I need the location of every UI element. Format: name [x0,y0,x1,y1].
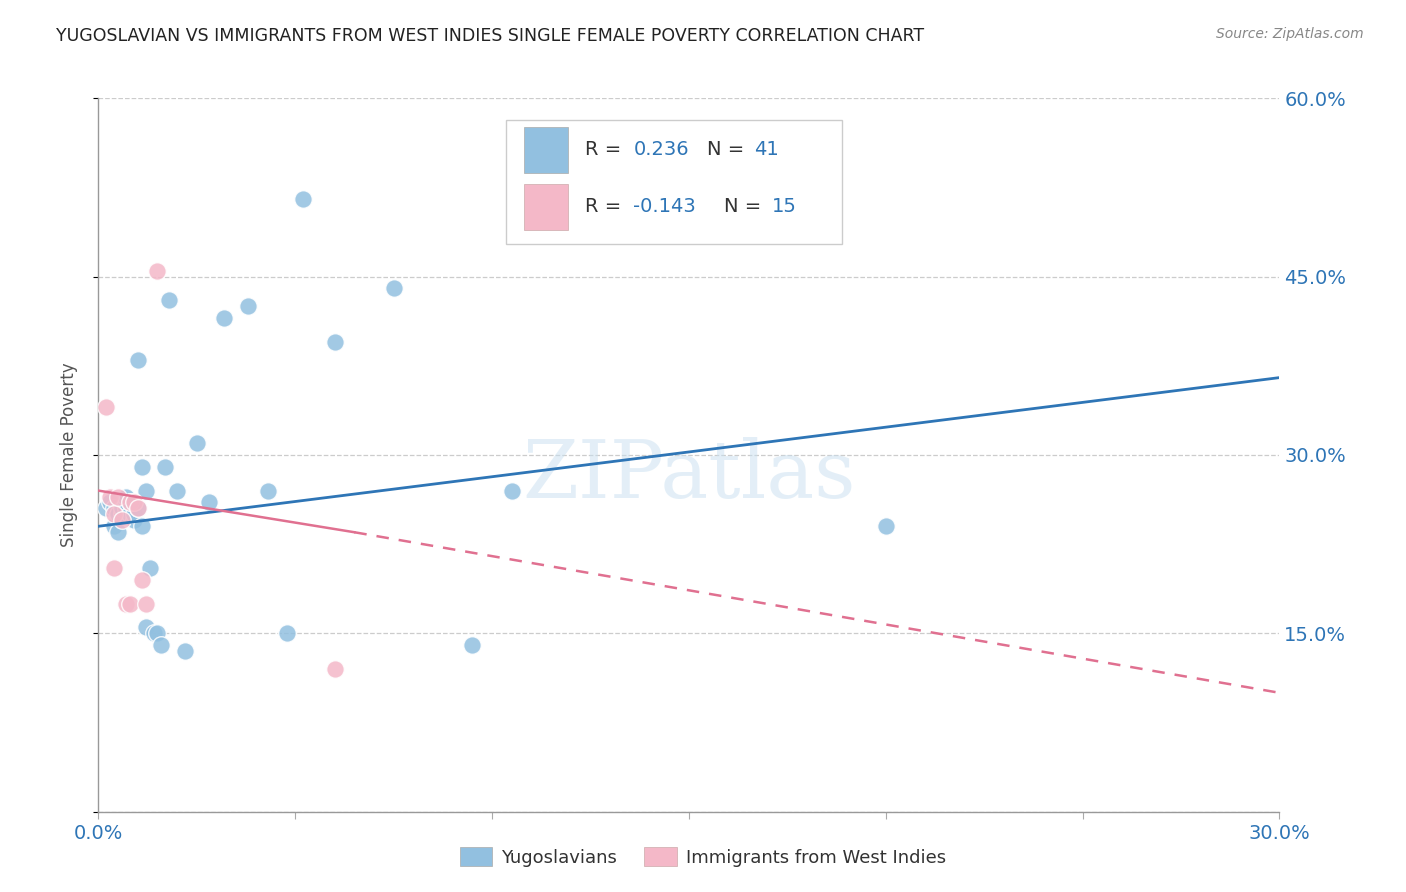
Point [103,501,125,516]
Point [127,501,149,516]
Point [131,573,153,587]
FancyBboxPatch shape [523,127,568,173]
Point [276,626,298,640]
Point [236,299,259,313]
Y-axis label: Single Female Poverty: Single Female Poverty [59,363,77,547]
Text: R =: R = [585,197,627,216]
Point [122,508,145,522]
Point [118,597,141,611]
Point [135,620,157,634]
Point [323,662,346,676]
Point [127,501,149,516]
Point [115,495,138,509]
Point [115,501,138,516]
Point [96,501,118,516]
Point [103,508,125,522]
Point [186,436,208,450]
Point [157,293,180,308]
Point [111,513,134,527]
Point [166,483,188,498]
Point [96,401,118,415]
FancyBboxPatch shape [523,184,568,230]
Text: N =: N = [707,140,751,159]
Text: 15: 15 [772,197,796,216]
Legend: Yugoslavians, Immigrants from West Indies: Yugoslavians, Immigrants from West Indie… [453,840,953,874]
Point [103,561,125,575]
Point [323,334,346,349]
Point [150,638,173,652]
Point [98,490,121,504]
Point [122,495,145,509]
Point [382,281,405,295]
FancyBboxPatch shape [506,120,842,244]
Point [98,495,121,509]
Point [461,638,484,652]
Point [146,626,169,640]
Point [103,519,125,533]
Point [107,508,129,522]
Point [135,483,157,498]
Point [118,495,141,509]
Text: 0.236: 0.236 [634,140,689,159]
Text: R =: R = [585,140,627,159]
Text: Source: ZipAtlas.com: Source: ZipAtlas.com [1216,27,1364,41]
Text: N =: N = [724,197,768,216]
Point [174,644,197,658]
Point [118,495,141,509]
Point [131,459,153,474]
Point [127,352,149,367]
Point [107,490,129,504]
Text: 41: 41 [754,140,779,159]
Point [115,490,138,504]
Point [256,483,278,498]
Point [155,459,177,474]
Point [138,561,160,575]
Point [115,597,138,611]
Point [118,508,141,522]
Point [501,483,523,498]
Point [107,525,129,540]
Point [135,597,157,611]
Text: -0.143: -0.143 [634,197,696,216]
Point [122,513,145,527]
Point [131,519,153,533]
Text: YUGOSLAVIAN VS IMMIGRANTS FROM WEST INDIES SINGLE FEMALE POVERTY CORRELATION CHA: YUGOSLAVIAN VS IMMIGRANTS FROM WEST INDI… [56,27,924,45]
Point [142,626,165,640]
Point [197,495,219,509]
Point [292,192,315,206]
Point [875,519,897,533]
Point [146,263,169,277]
Point [111,508,134,522]
Text: ZIPatlas: ZIPatlas [522,437,856,516]
Point [214,311,236,326]
Point [111,501,134,516]
